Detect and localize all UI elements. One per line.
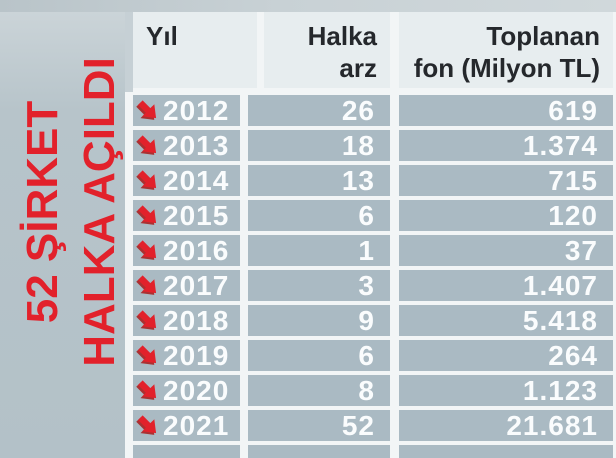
down-right-arrow-icon (136, 238, 162, 264)
year-cell: 2016 (133, 235, 240, 266)
funds-raised-cell: 264 (399, 340, 613, 371)
ipo-count-cell: 1 (248, 235, 390, 266)
ipo-count-value: 6 (358, 199, 375, 231)
ipo-count-value: 3 (358, 269, 375, 301)
ipo-count-value: 26 (341, 94, 375, 126)
funds-raised-value: 1.123 (522, 374, 598, 406)
year-cell: 2021 (133, 410, 240, 441)
funds-raised-cell: 619 (399, 95, 613, 126)
table-body: 2012 26 619 (0, 95, 616, 445)
year-cell: 2014 (133, 165, 240, 196)
funds-raised-value: 120 (548, 199, 598, 231)
year-cell: 2015 (133, 200, 240, 231)
ipo-count-cell: 9 (248, 305, 390, 336)
year-cell: 2018 (133, 305, 240, 336)
funds-raised-value: 1.407 (522, 269, 598, 301)
funds-raised-value: 37 (564, 234, 598, 266)
ipo-count-value: 8 (358, 374, 375, 406)
year-label: 2019 (163, 340, 230, 371)
ipo-count-value: 13 (341, 164, 375, 196)
table-row: 2021 52 21.681 (0, 410, 616, 441)
year-cell-partial (133, 445, 240, 458)
year-cell: 2020 (133, 375, 240, 406)
year-cell: 2012 (133, 95, 240, 126)
table-row: 2015 6 120 (0, 200, 616, 231)
table-row: 2013 18 1.374 (0, 130, 616, 161)
funds-raised-cell: 715 (399, 165, 613, 196)
year-label: 2020 (163, 375, 230, 406)
ipo-count-cell: 18 (248, 130, 390, 161)
table-row: 2016 1 37 (0, 235, 616, 266)
table-row: 2014 13 715 (0, 165, 616, 196)
funds-raised-value: 5.418 (522, 304, 598, 336)
funds-raised-cell: 1.374 (399, 130, 613, 161)
table-row: 2019 6 264 (0, 340, 616, 371)
top-gradient-band (0, 0, 616, 12)
table-row: 2020 8 1.123 (0, 375, 616, 406)
funds-raised-value: 1.374 (522, 129, 598, 161)
ipo-count-value: 6 (358, 339, 375, 371)
down-right-arrow-icon (136, 343, 162, 369)
ipo-count-cell: 6 (248, 340, 390, 371)
funds-raised-cell-partial (399, 445, 613, 458)
year-label: 2012 (163, 95, 230, 126)
column-header-funds: Toplanan fon (Milyon TL) (399, 12, 613, 88)
funds-raised-cell: 120 (399, 200, 613, 231)
year-label: 2017 (163, 270, 230, 301)
year-label: 2015 (163, 200, 230, 231)
column-header-year: Yıl (133, 12, 257, 88)
down-right-arrow-icon (136, 308, 162, 334)
side-panel-extension (125, 12, 133, 92)
column-header-year-label: Yıl (146, 21, 178, 51)
down-right-arrow-icon (136, 273, 162, 299)
funds-raised-value: 21.681 (506, 409, 598, 441)
year-label: 2018 (163, 305, 230, 336)
year-label: 2021 (163, 410, 230, 441)
funds-raised-value: 715 (548, 164, 598, 196)
ipo-count-cell: 8 (248, 375, 390, 406)
funds-raised-cell: 5.418 (399, 305, 613, 336)
column-header-ipo-count-line1: Halka (307, 21, 377, 51)
year-cell: 2019 (133, 340, 240, 371)
funds-raised-cell: 1.407 (399, 270, 613, 301)
table-row: 2017 3 1.407 (0, 270, 616, 301)
ipo-count-cell: 13 (248, 165, 390, 196)
funds-raised-cell: 1.123 (399, 375, 613, 406)
down-right-arrow-icon (136, 203, 162, 229)
ipo-count-value: 9 (358, 304, 375, 336)
down-right-arrow-icon (136, 168, 162, 194)
table-row-partial (0, 445, 616, 458)
down-right-arrow-icon (136, 133, 162, 159)
table-row: 2018 9 5.418 (0, 305, 616, 336)
ipo-count-cell-partial (248, 445, 390, 458)
ipo-count-cell: 26 (248, 95, 390, 126)
column-header-funds-line2: fon (Milyon TL) (413, 53, 600, 83)
year-cell: 2017 (133, 270, 240, 301)
year-cell: 2013 (133, 130, 240, 161)
column-header-funds-line1: Toplanan (486, 21, 600, 51)
table-row: 2012 26 619 (0, 95, 616, 126)
ipo-count-cell: 3 (248, 270, 390, 301)
down-right-arrow-icon (136, 413, 162, 439)
down-right-arrow-icon (136, 98, 162, 124)
funds-raised-value: 264 (548, 339, 598, 371)
ipo-count-cell: 6 (248, 200, 390, 231)
side-label-panel: 52 ŞİRKET HALKA AÇILDI (0, 12, 125, 458)
funds-raised-cell: 21.681 (399, 410, 613, 441)
ipo-count-value: 1 (358, 234, 375, 266)
year-label: 2016 (163, 235, 230, 266)
ipo-count-value: 52 (341, 409, 375, 441)
year-label: 2013 (163, 130, 230, 161)
column-header-ipo-count: Halka arz sayısı (264, 12, 390, 115)
down-right-arrow-icon (136, 378, 162, 404)
ipo-count-value: 18 (341, 129, 375, 161)
funds-raised-cell: 37 (399, 235, 613, 266)
funds-raised-value: 619 (548, 94, 598, 126)
year-label: 2014 (163, 165, 230, 196)
ipo-count-cell: 52 (248, 410, 390, 441)
